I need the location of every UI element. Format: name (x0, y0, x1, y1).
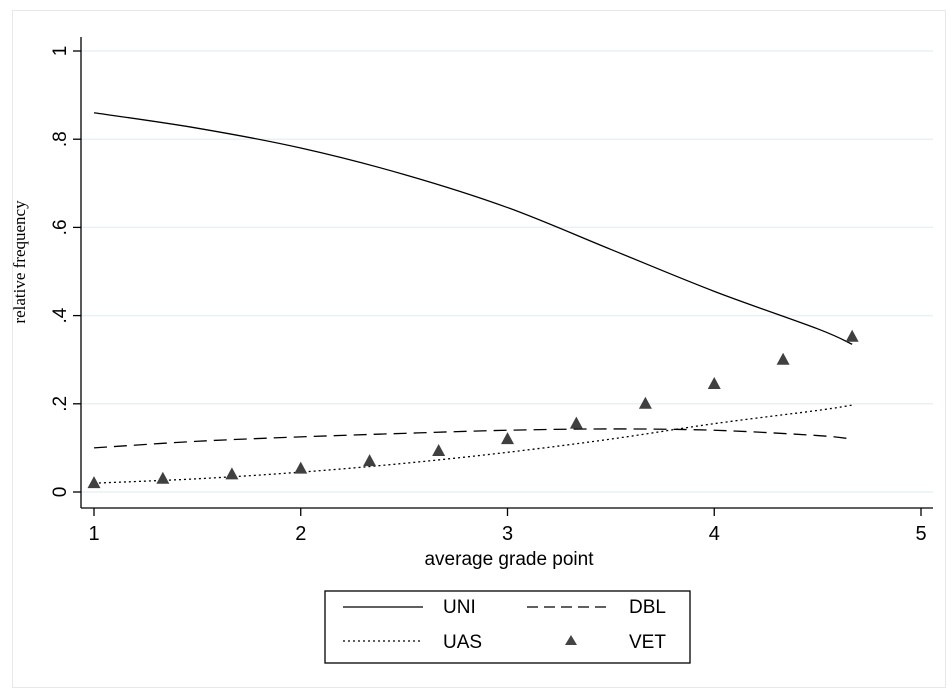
y-tick-label-0: 0 (50, 487, 71, 498)
y-axis-label: relative frequency (13, 200, 29, 324)
marker-vet-0 (87, 476, 101, 489)
marker-vet-4 (363, 454, 377, 467)
y-tick-label-5: 1 (50, 46, 71, 57)
marker-vet-1 (156, 471, 170, 484)
marker-vet-5 (432, 443, 446, 456)
marker-vet-3 (294, 461, 308, 474)
series-line-uni (93, 112, 853, 345)
legend-swatch-vet (565, 635, 577, 645)
y-tick-label-4: .8 (50, 131, 71, 147)
y-tick-label-1: .2 (50, 396, 71, 412)
axes: average grade point relative frequency 0… (13, 37, 933, 570)
series-line-dbl (93, 428, 853, 449)
marker-vet-7 (569, 416, 583, 429)
legend-label-dbl: DBL (629, 597, 666, 618)
marker-vet-8 (638, 396, 652, 409)
legend-label-vet: VET (629, 632, 666, 653)
legend-label-uni: UNI (443, 597, 476, 618)
x-axis-label: average grade point (424, 549, 594, 570)
x-tick-label-2: 3 (502, 523, 513, 545)
marker-vet-11 (845, 329, 859, 342)
marker-vet-9 (707, 376, 721, 389)
legend-box (324, 590, 691, 664)
marker-vet-6 (501, 432, 514, 445)
x-tick-label-0: 1 (88, 523, 99, 545)
legend: UNI DBL UAS VET (324, 590, 691, 664)
gridlines (81, 50, 933, 493)
series (87, 112, 859, 489)
y-tick-label-2: .4 (50, 307, 71, 323)
x-tick-label-4: 5 (915, 523, 926, 545)
x-tick-label-3: 4 (709, 523, 720, 545)
x-tick-label-1: 2 (295, 523, 306, 545)
marker-vet-2 (225, 467, 239, 480)
legend-label-uas: UAS (443, 632, 482, 653)
y-tick-label-3: .6 (50, 219, 71, 235)
line-chart: average grade point relative frequency 0… (13, 37, 933, 664)
marker-vet-10 (776, 352, 790, 365)
series-line-uas (93, 404, 853, 484)
chart-area: average grade point relative frequency 0… (12, 10, 946, 688)
